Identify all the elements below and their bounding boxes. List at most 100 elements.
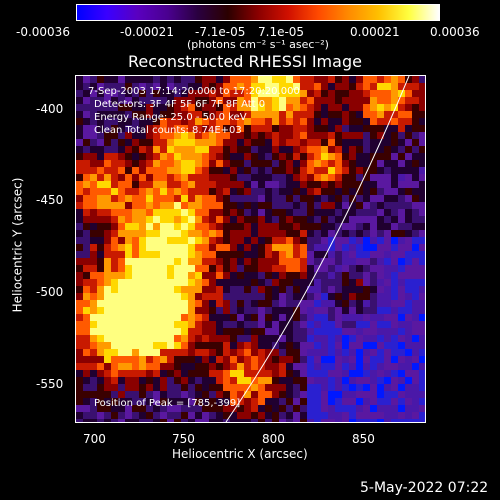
heatmap-cell: [328, 111, 335, 118]
heatmap-cell: [321, 279, 328, 286]
heatmap-cell: [188, 419, 195, 422]
heatmap-cell: [356, 97, 363, 104]
heatmap-cell: [139, 160, 146, 167]
heatmap-cell: [356, 83, 363, 90]
heatmap-cell: [349, 244, 356, 251]
heatmap-cell: [153, 265, 160, 272]
heatmap-cell: [244, 97, 251, 104]
heatmap-cell: [237, 265, 244, 272]
heatmap-cell: [160, 195, 167, 202]
heatmap-cell: [132, 146, 139, 153]
heatmap-cell: [342, 419, 349, 422]
heatmap-cell: [202, 244, 209, 251]
heatmap-cell: [153, 258, 160, 265]
heatmap-cell: [237, 314, 244, 321]
heatmap-cell: [265, 363, 272, 370]
heatmap-cell: [118, 104, 125, 111]
heatmap-cell: [146, 419, 153, 422]
heatmap-cell: [419, 300, 425, 307]
heatmap-cell: [328, 153, 335, 160]
heatmap-cell: [209, 188, 216, 195]
heatmap-cell: [160, 356, 167, 363]
heatmap-cell: [195, 258, 202, 265]
heatmap-cell: [111, 139, 118, 146]
heatmap-cell: [174, 167, 181, 174]
heatmap-cell: [111, 391, 118, 398]
heatmap-cell: [377, 146, 384, 153]
heatmap-cell: [279, 349, 286, 356]
heatmap-cell: [307, 146, 314, 153]
heatmap-cell: [111, 356, 118, 363]
heatmap-cell: [314, 132, 321, 139]
heatmap-cell: [314, 370, 321, 377]
heatmap-cell: [111, 244, 118, 251]
heatmap-cell: [265, 307, 272, 314]
heatmap-cell: [349, 384, 356, 391]
heatmap-cell: [237, 349, 244, 356]
heatmap-cell: [286, 132, 293, 139]
heatmap-cell: [118, 258, 125, 265]
heatmap-cell: [188, 300, 195, 307]
heatmap-cell: [167, 363, 174, 370]
heatmap-cell: [419, 363, 425, 370]
heatmap-cell: [391, 118, 398, 125]
heatmap-cell: [174, 202, 181, 209]
heatmap-cell: [139, 195, 146, 202]
heatmap-cell: [307, 342, 314, 349]
heatmap-cell: [349, 83, 356, 90]
heatmap-cell: [342, 153, 349, 160]
heatmap-cell: [328, 335, 335, 342]
heatmap-cell: [146, 377, 153, 384]
heatmap-cell: [279, 363, 286, 370]
heatmap-cell: [76, 258, 83, 265]
heatmap-cell: [125, 265, 132, 272]
heatmap-cell: [405, 237, 412, 244]
heatmap-cell: [174, 279, 181, 286]
heatmap-cell: [195, 188, 202, 195]
heatmap-cell: [125, 384, 132, 391]
heatmap-cell: [342, 237, 349, 244]
heatmap-cell: [349, 272, 356, 279]
heatmap-cell: [118, 188, 125, 195]
heatmap-cell: [335, 125, 342, 132]
heatmap-cell: [251, 244, 258, 251]
heatmap-cell: [251, 125, 258, 132]
heatmap-cell: [174, 146, 181, 153]
heatmap-cell: [377, 244, 384, 251]
heatmap-cell: [111, 251, 118, 258]
heatmap-cell: [363, 195, 370, 202]
heatmap-cell: [97, 377, 104, 384]
heatmap-cell: [321, 342, 328, 349]
heatmap-cell: [216, 412, 223, 419]
heatmap-cell: [160, 370, 167, 377]
heatmap-cell: [132, 405, 139, 412]
heatmap-cell: [146, 223, 153, 230]
heatmap-cell: [118, 195, 125, 202]
heatmap-cell: [342, 139, 349, 146]
heatmap-cell: [370, 132, 377, 139]
heatmap-cell: [188, 104, 195, 111]
heatmap-cell: [293, 405, 300, 412]
heatmap-cell: [419, 216, 425, 223]
heatmap-cell: [181, 335, 188, 342]
heatmap-cell: [181, 321, 188, 328]
heatmap-cell: [349, 202, 356, 209]
heatmap-cell: [349, 139, 356, 146]
heatmap-cell: [132, 251, 139, 258]
heatmap-cell: [251, 195, 258, 202]
heatmap-cell: [230, 223, 237, 230]
heatmap-cell: [419, 76, 425, 83]
heatmap-cell: [349, 293, 356, 300]
heatmap-cell: [111, 265, 118, 272]
heatmap-cell: [391, 405, 398, 412]
heatmap-cell: [139, 153, 146, 160]
heatmap-cell: [321, 139, 328, 146]
heatmap-cell: [349, 258, 356, 265]
heatmap-cell: [293, 419, 300, 422]
heatmap-cell: [279, 111, 286, 118]
heatmap-cell: [279, 139, 286, 146]
heatmap-cell: [188, 97, 195, 104]
heatmap-cell: [174, 321, 181, 328]
heatmap-cell: [76, 363, 83, 370]
heatmap-cell: [132, 139, 139, 146]
